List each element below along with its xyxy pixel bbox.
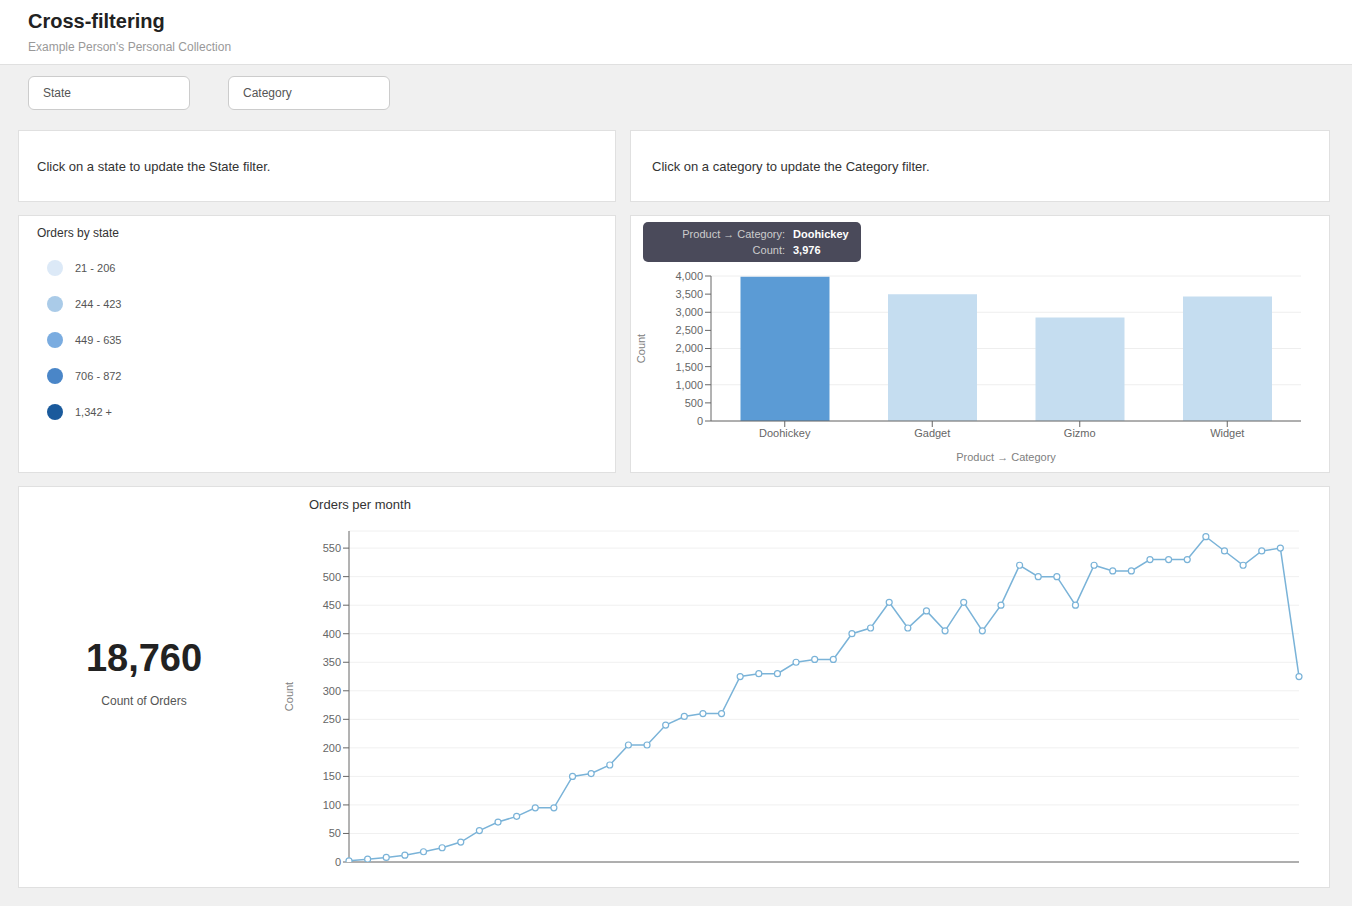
svg-text:1,500: 1,500 — [675, 361, 703, 373]
svg-text:50: 50 — [329, 827, 341, 839]
svg-text:Count: Count — [635, 334, 647, 363]
html-text:3,976: 3,976 — [793, 244, 821, 256]
svg-text:300: 300 — [323, 685, 341, 697]
html-text:Click on a state to update the: Click on a state to update the State fil… — [37, 158, 271, 174]
svg-text:3,500: 3,500 — [675, 288, 703, 300]
html-text:Cross-filtering: Cross-filtering — [28, 10, 165, 32]
html-text:Example Person's Personal Coll: Example Person's Personal Collection — [28, 40, 232, 54]
svg-text:550: 550 — [323, 542, 341, 554]
html-text:Product → Category:: Product → Category: — [682, 228, 785, 240]
svg-text:250: 250 — [323, 713, 341, 725]
html-text:1,342 +: 1,342 + — [75, 406, 112, 418]
svg-text:200: 200 — [323, 742, 341, 754]
html-text:Count:: Count: — [752, 244, 785, 256]
html-text:18,760: 18,760 — [85, 637, 203, 679]
svg-text:0: 0 — [335, 856, 341, 868]
svg-text:2,000: 2,000 — [675, 342, 703, 354]
svg-text:400: 400 — [323, 628, 341, 640]
html-text:449 - 635: 449 - 635 — [75, 334, 122, 346]
html-text:244 - 423: 244 - 423 — [75, 298, 122, 310]
html-text:Orders per month: Orders per month — [309, 497, 411, 512]
html-text:Orders by state: Orders by state — [37, 226, 119, 240]
html-text:21 - 206: 21 - 206 — [75, 262, 116, 274]
html-text:Doohickey: Doohickey — [793, 228, 849, 240]
svg-text:100: 100 — [323, 799, 341, 811]
html-text:706 - 872: 706 - 872 — [75, 370, 122, 382]
svg-text:Count: Count — [283, 682, 295, 711]
svg-text:500: 500 — [323, 571, 341, 583]
html-text:State: State — [43, 86, 71, 100]
svg-text:500: 500 — [685, 397, 703, 409]
svg-text:Product → Category: Product → Category — [956, 451, 1056, 463]
svg-text:150: 150 — [323, 770, 341, 782]
svg-text:1,000: 1,000 — [675, 379, 703, 391]
svg-text:Doohickey: Doohickey — [759, 427, 811, 439]
html-text:Click on a category to update: Click on a category to update the Catego… — [652, 158, 930, 174]
html-text:Count of Orders: Count of Orders — [101, 694, 187, 708]
svg-text:Gadget: Gadget — [914, 427, 950, 439]
html-text:Category: Category — [243, 86, 292, 100]
svg-text:4,000: 4,000 — [675, 270, 703, 282]
svg-text:0: 0 — [697, 415, 703, 427]
svg-text:Gizmo: Gizmo — [1064, 427, 1096, 439]
svg-text:Widget: Widget — [1210, 427, 1244, 439]
svg-text:2,500: 2,500 — [675, 324, 703, 336]
svg-text:3,000: 3,000 — [675, 306, 703, 318]
svg-text:450: 450 — [323, 599, 341, 611]
svg-text:350: 350 — [323, 656, 341, 668]
